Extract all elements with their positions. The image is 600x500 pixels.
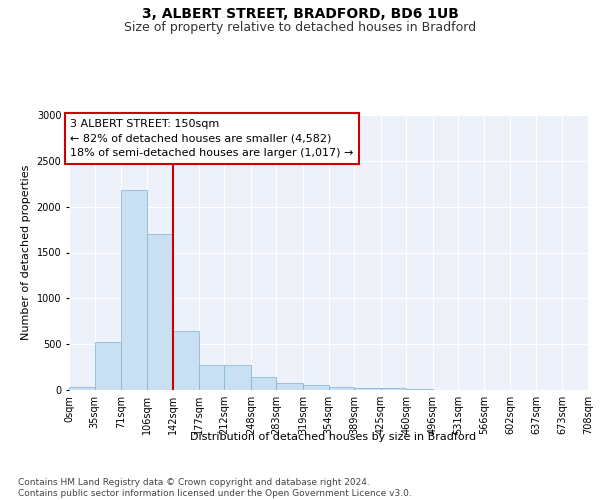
Text: Contains HM Land Registry data © Crown copyright and database right 2024.
Contai: Contains HM Land Registry data © Crown c… [18,478,412,498]
Bar [380,388,406,390]
Bar [173,332,199,390]
Bar [406,389,433,390]
Text: 3 ALBERT STREET: 150sqm
← 82% of detached houses are smaller (4,582)
18% of semi: 3 ALBERT STREET: 150sqm ← 82% of detache… [70,118,354,158]
Bar [95,342,121,390]
Bar [303,386,329,390]
Bar [251,377,277,390]
Bar [121,190,147,390]
Y-axis label: Number of detached properties: Number of detached properties [21,165,31,340]
Text: Distribution of detached houses by size in Bradford: Distribution of detached houses by size … [190,432,476,442]
Bar [147,234,173,390]
Bar [354,388,380,390]
Bar [69,388,95,390]
Text: 3, ALBERT STREET, BRADFORD, BD6 1UB: 3, ALBERT STREET, BRADFORD, BD6 1UB [142,8,458,22]
Bar [224,365,251,390]
Bar [199,365,224,390]
Bar [329,388,354,390]
Bar [277,383,303,390]
Text: Size of property relative to detached houses in Bradford: Size of property relative to detached ho… [124,21,476,34]
